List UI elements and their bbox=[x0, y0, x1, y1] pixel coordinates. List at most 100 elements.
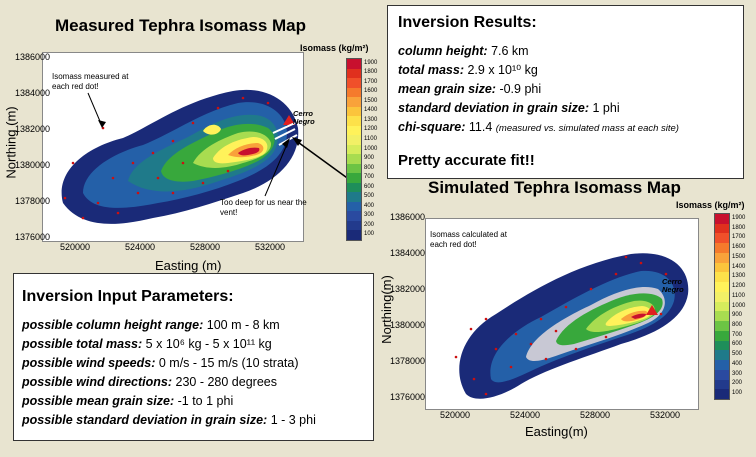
legend-swatch bbox=[715, 223, 729, 234]
legend-swatch bbox=[715, 262, 729, 273]
legend-level-label: 600 bbox=[732, 341, 743, 348]
inversion-results-box: Inversion Results: column height: 7.6 km… bbox=[387, 5, 744, 179]
input-row: possible wind speeds: 0 m/s - 15 m/s (10… bbox=[22, 356, 299, 370]
result-row: total mass: 2.9 x 10¹⁰ kg bbox=[398, 63, 538, 77]
measured-map-plot bbox=[42, 52, 304, 242]
legend-level-label: 200 bbox=[732, 380, 743, 387]
measured-annotation-top: Isomass measured at each red dot! bbox=[52, 72, 129, 91]
simulated-y-tick: 1382000 bbox=[390, 284, 426, 294]
measured-annotation-bottom: Too deep for us near the vent! bbox=[220, 198, 307, 217]
simulated-map-title: Simulated Tephra Isomass Map bbox=[428, 178, 681, 197]
simulated-y-tick: 1380000 bbox=[390, 320, 426, 330]
legend-level-label: 1600 bbox=[732, 244, 746, 251]
legend-swatch bbox=[715, 282, 729, 292]
legend-level-label: 1500 bbox=[364, 97, 378, 104]
legend-level-label: 1700 bbox=[732, 234, 746, 241]
legend-swatch bbox=[347, 163, 361, 174]
result-row: standard deviation in grain size: 1 phi bbox=[398, 101, 620, 115]
simulated-volcano-label: Cerro Negro bbox=[662, 277, 684, 294]
legend-swatch bbox=[347, 97, 361, 107]
legend-level-label: 1400 bbox=[732, 263, 746, 270]
simulated-y-tick: 1384000 bbox=[390, 248, 426, 258]
legend-swatch bbox=[715, 340, 729, 351]
legend-level-label: 300 bbox=[364, 212, 375, 219]
simulated-annotation-top: Isomass calculated at each red dot! bbox=[430, 230, 507, 249]
legend-level-label: 1800 bbox=[364, 69, 378, 76]
simulated-x-tick: 524000 bbox=[510, 410, 541, 420]
legend-swatch bbox=[715, 311, 729, 322]
legend-level-label: 1000 bbox=[364, 145, 378, 152]
measured-x-tick: 532000 bbox=[255, 242, 286, 252]
legend-level-label: 700 bbox=[364, 174, 375, 181]
measured-map-title: Measured Tephra Isomass Map bbox=[55, 16, 306, 35]
simulated-y-tick: 1376000 bbox=[390, 392, 426, 402]
legend-swatch bbox=[347, 68, 361, 79]
legend-swatch bbox=[347, 78, 361, 88]
legend-level-label: 400 bbox=[732, 360, 743, 367]
legend-swatch bbox=[715, 321, 729, 331]
simulated-legend-title: Isomass (kg/m²) bbox=[676, 200, 745, 210]
legend-level-label: 500 bbox=[364, 193, 375, 200]
legend-level-label: 300 bbox=[732, 370, 743, 377]
measured-volcano-label: Cerro Negro bbox=[293, 109, 315, 126]
simulated-map-plot bbox=[425, 218, 699, 410]
legend-swatch bbox=[347, 182, 361, 193]
measured-y-tick: 1386000 bbox=[15, 52, 51, 62]
measured-x-tick: 524000 bbox=[125, 242, 156, 252]
simulated-isomass-contours bbox=[454, 253, 689, 399]
legend-level-label: 1900 bbox=[732, 214, 746, 221]
legend-level-label: 700 bbox=[732, 331, 743, 338]
legend-swatch bbox=[347, 173, 361, 183]
legend-level-label: 1800 bbox=[732, 224, 746, 231]
legend-level-label: 600 bbox=[364, 183, 375, 190]
legend-swatch bbox=[715, 379, 729, 390]
legend-level-label: 1400 bbox=[364, 107, 378, 114]
measured-y-tick: 1380000 bbox=[15, 160, 51, 170]
legend-swatch bbox=[347, 116, 361, 126]
measured-y-tick: 1378000 bbox=[15, 196, 51, 206]
legend-level-label: 800 bbox=[364, 164, 375, 171]
legend-level-label: 900 bbox=[732, 312, 743, 319]
measured-x-axis-label: Easting (m) bbox=[155, 258, 222, 273]
legend-swatch bbox=[347, 87, 361, 98]
legend-swatch bbox=[715, 252, 729, 263]
input-row: possible column height range: 100 m - 8 … bbox=[22, 318, 280, 332]
result-row: mean grain size: -0.9 phi bbox=[398, 82, 542, 96]
legend-level-label: 1500 bbox=[732, 253, 746, 260]
legend-level-label: 1200 bbox=[732, 283, 746, 290]
legend-swatch bbox=[715, 369, 729, 380]
legend-swatch bbox=[347, 144, 361, 155]
legend-swatch bbox=[347, 154, 361, 164]
simulated-legend: 1900 1800 1700 1600 1500 1400 1300 1200 1100 1000… bbox=[714, 213, 745, 400]
legend-swatch bbox=[715, 291, 729, 302]
simulated-x-tick: 532000 bbox=[650, 410, 681, 420]
legend-level-label: 800 bbox=[732, 321, 743, 328]
legend-level-label: 400 bbox=[364, 202, 375, 209]
inversion-results-title: Inversion Results: bbox=[398, 14, 537, 31]
measured-x-tick: 528000 bbox=[190, 242, 221, 252]
legend-swatch bbox=[347, 192, 361, 202]
legend-swatch bbox=[715, 330, 729, 341]
legend-swatch bbox=[347, 135, 361, 145]
simulated-x-axis-label: Easting(m) bbox=[525, 424, 588, 439]
legend-level-label: 1100 bbox=[364, 135, 377, 142]
simulated-x-tick: 520000 bbox=[440, 410, 471, 420]
legend-swatch bbox=[715, 360, 729, 370]
legend-swatch bbox=[715, 214, 729, 224]
legend-level-label: 500 bbox=[732, 351, 743, 358]
legend-swatch bbox=[347, 230, 361, 240]
legend-level-label: 200 bbox=[364, 221, 375, 228]
simulated-x-tick: 528000 bbox=[580, 410, 611, 420]
measured-legend: 1900 1800 1700 1600 1500 1400 1300 1200 1100 1000… bbox=[346, 58, 377, 241]
measured-volcano-marker bbox=[283, 115, 295, 125]
legend-swatch bbox=[347, 106, 361, 117]
measured-y-tick: 1384000 bbox=[15, 88, 51, 98]
simulated-volcano-marker bbox=[646, 305, 658, 315]
input-row: possible wind directions: 230 - 280 degr… bbox=[22, 375, 277, 389]
measured-legend-title: Isomass (kg/m²) bbox=[300, 43, 369, 53]
legend-level-label: 1300 bbox=[364, 116, 378, 123]
legend-level-label: 1700 bbox=[364, 78, 378, 85]
legend-swatch bbox=[347, 220, 361, 231]
legend-swatch bbox=[715, 301, 729, 312]
